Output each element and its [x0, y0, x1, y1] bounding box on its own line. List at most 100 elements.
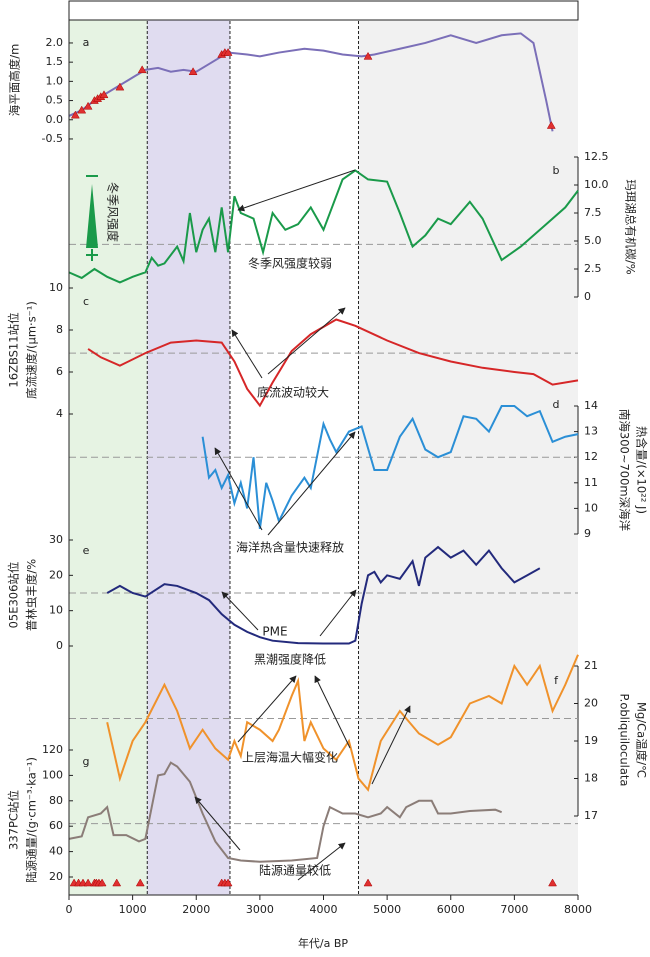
y-tick-label: 18 — [584, 772, 598, 785]
inset-label: 冬季风强度 — [106, 182, 121, 242]
data-line — [68, 761, 503, 863]
age-marker — [97, 878, 107, 887]
y-tick-label: 20 — [49, 870, 63, 883]
y-axis-label: Mg/Ca温度/℃ — [635, 702, 649, 778]
y-tick-label: 21 — [584, 659, 598, 672]
wedge — [86, 184, 98, 248]
y-tick-label: 10.0 — [584, 178, 609, 191]
stage-bar — [68, 0, 579, 21]
y-tick-label: 120 — [42, 743, 63, 756]
panel-letter: f — [554, 674, 559, 687]
annotation: 冬季风强度较弱 — [248, 256, 332, 271]
x-tick-label: 4000 — [310, 903, 338, 916]
arrow — [231, 329, 263, 379]
data-line — [106, 545, 541, 645]
y-tick-label: 2.0 — [46, 36, 64, 49]
y-tick-label: 0 — [584, 290, 591, 303]
x-tick-label: 0 — [66, 903, 73, 916]
y-tick-label: 7.5 — [584, 206, 602, 219]
x-tick-label: 2000 — [182, 903, 210, 916]
y-axis-label: 热含量/(×10²² J) — [635, 426, 649, 514]
annotation: 陆源通量较低 — [259, 863, 331, 878]
y-tick-label: 14 — [584, 399, 598, 412]
panels: -0.5 0.0 0.5 1.0 1.5 2.0 海平面高度/m a 0 2.5 5.0 7.5 10.… — [7, 32, 649, 887]
y-tick-label: 0.0 — [46, 113, 64, 126]
arrow — [371, 705, 411, 785]
data-line — [68, 32, 554, 132]
age-marker — [135, 878, 145, 887]
arrow — [314, 675, 351, 749]
y-axis-label: 337PC站位 — [7, 790, 21, 850]
y-axis-label: 海平面高度/m — [8, 44, 22, 117]
y-tick-label: 8 — [56, 323, 63, 336]
y-tick-label: 20 — [49, 568, 63, 581]
annotation: PME — [262, 625, 287, 639]
annotation: 底流波动较大 — [257, 385, 329, 400]
winter-monsoon-wedge — [86, 175, 98, 261]
y-tick-label: 0 — [56, 639, 63, 652]
arrow — [221, 591, 259, 631]
age-marker — [70, 110, 80, 119]
y-axis-label: P.obliquiloculata — [618, 694, 632, 787]
y-tick-label: 10 — [49, 604, 63, 617]
arrow — [319, 589, 357, 637]
y-axis-label: 05E306站位 — [7, 562, 21, 629]
age-marker — [137, 65, 147, 74]
y-tick-label: 2.5 — [584, 262, 602, 275]
panel-letter: g — [83, 755, 90, 768]
y-axis-label: 普林虫丰度/% — [25, 559, 39, 631]
arrow — [267, 431, 356, 536]
panel-letter: a — [83, 36, 90, 49]
y-tick-label: 0.5 — [46, 94, 64, 107]
data-line — [87, 318, 579, 408]
arrow — [297, 842, 346, 881]
age-marker — [112, 878, 122, 887]
arrow — [214, 447, 263, 531]
y-tick-label: 1.0 — [46, 74, 64, 87]
arrow — [194, 796, 241, 851]
y-tick-label: 11 — [584, 476, 598, 489]
age-marker — [223, 878, 233, 887]
y-tick-label: 20 — [584, 697, 598, 710]
y-tick-label: 5.0 — [584, 234, 602, 247]
age-marker — [188, 67, 198, 76]
age-marker — [363, 51, 373, 60]
y-axis-label: 底流速度/(μm·s⁻¹) — [25, 301, 39, 399]
y-axis-label: 南海300~700m深海洋 — [618, 409, 632, 532]
y-tick-label: 12.5 — [584, 150, 609, 163]
y-tick-label: -0.5 — [42, 132, 63, 145]
annotation: 上层海温大幅变化 — [242, 750, 338, 765]
data-line — [201, 405, 579, 530]
y-tick-label: 6 — [56, 365, 63, 378]
arrows — [194, 169, 411, 881]
x-tick-label: 7000 — [500, 903, 528, 916]
age-marker — [99, 90, 109, 99]
y-tick-label: 30 — [49, 533, 63, 546]
panel-letter: c — [83, 295, 89, 308]
y-tick-label: 100 — [42, 768, 63, 781]
y-axis-label: 陆源通量/(g·cm⁻³·ka⁻¹) — [25, 757, 39, 883]
y-tick-label: 1.5 — [46, 55, 64, 68]
arrow — [237, 675, 297, 743]
age-marker — [548, 878, 557, 887]
data-line — [106, 654, 579, 792]
age-marker — [546, 121, 556, 129]
y-tick-label: 10 — [49, 281, 63, 294]
arrow — [267, 307, 346, 375]
age-marker — [83, 101, 93, 110]
x-tick-label: 1000 — [119, 903, 147, 916]
y-axis-label: 玛珥湖总有机碳/% — [624, 179, 638, 274]
age-marker — [83, 878, 93, 887]
x-tick-label: 6000 — [437, 903, 465, 916]
age-marker — [77, 105, 87, 114]
age-marker — [223, 48, 233, 56]
x-tick-label: 8000 — [564, 903, 592, 916]
age-marker — [363, 878, 373, 887]
y-tick-label: 13 — [584, 425, 598, 438]
y-tick-label: 19 — [584, 734, 598, 747]
y-tick-label: 9 — [584, 527, 591, 540]
y-tick-label: 4 — [56, 407, 63, 420]
annotation: 黑潮强度降低 — [254, 652, 326, 667]
y-tick-label: 10 — [584, 501, 598, 514]
